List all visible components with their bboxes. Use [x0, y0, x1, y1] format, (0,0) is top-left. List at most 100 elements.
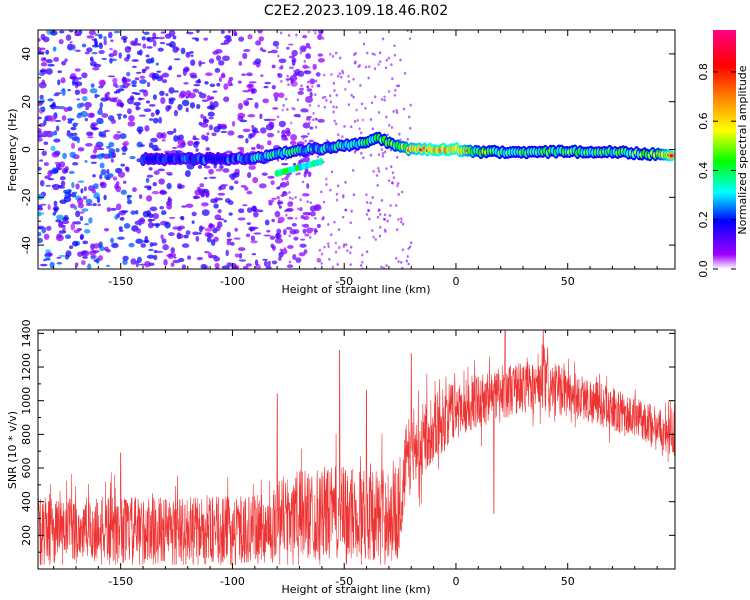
- noise-point: [200, 263, 208, 269]
- noise-point: [181, 243, 190, 248]
- noise-point: [138, 217, 146, 225]
- noise-point: [176, 183, 182, 190]
- noise-point: [300, 135, 309, 138]
- noise-point: [376, 215, 380, 219]
- noise-point: [330, 73, 333, 76]
- noise-point: [279, 248, 283, 252]
- noise-point: [74, 30, 80, 36]
- noise-point: [293, 69, 296, 73]
- noise-point: [73, 205, 78, 211]
- noise-point: [81, 250, 90, 257]
- noise-point: [146, 81, 151, 88]
- noise-point: [70, 223, 76, 231]
- noise-point: [67, 120, 73, 124]
- noise-point: [250, 235, 256, 241]
- noise-point: [195, 37, 200, 42]
- noise-point: [117, 236, 125, 240]
- noise-point: [46, 258, 51, 261]
- noise-point: [260, 74, 264, 78]
- noise-point: [126, 108, 132, 115]
- noise-point: [358, 127, 361, 131]
- noise-point: [123, 78, 132, 83]
- noise-point: [152, 117, 159, 124]
- noise-point: [146, 174, 154, 178]
- noise-point: [283, 247, 287, 250]
- spectrogram-y-ticks: -40 -20 0 20 40: [20, 29, 675, 270]
- noise-point: [177, 233, 184, 239]
- noise-point: [237, 247, 246, 252]
- noise-point: [227, 130, 235, 136]
- noise-point: [395, 256, 398, 260]
- noise-point: [147, 222, 154, 229]
- noise-point: [242, 204, 248, 207]
- noise-point: [322, 36, 325, 40]
- noise-point: [286, 74, 289, 78]
- noise-point: [383, 98, 386, 102]
- noise-point: [288, 234, 291, 238]
- noise-point: [67, 118, 75, 121]
- noise-point: [210, 239, 216, 246]
- y-tick-label: 20: [20, 95, 33, 109]
- noise-point: [131, 59, 139, 62]
- noise-point: [296, 207, 300, 211]
- x-tick-label: 0: [452, 275, 459, 288]
- noise-point: [136, 256, 142, 263]
- noise-point: [159, 74, 164, 80]
- noise-point: [124, 45, 132, 53]
- y-tick-label: 600: [20, 458, 33, 479]
- noise-point: [276, 196, 280, 200]
- noise-point: [371, 52, 374, 56]
- noise-point: [231, 120, 236, 127]
- noise-point: [112, 77, 118, 84]
- noise-point: [408, 37, 412, 41]
- noise-point: [278, 205, 282, 209]
- noise-point: [382, 217, 386, 221]
- noise-point: [238, 36, 245, 42]
- noise-point: [108, 97, 116, 102]
- noise-point: [362, 42, 366, 46]
- noise-point: [372, 235, 375, 239]
- noise-point: [364, 65, 368, 69]
- noise-point: [123, 140, 130, 147]
- noise-point: [187, 255, 192, 260]
- noise-point: [341, 215, 345, 219]
- noise-point: [168, 87, 175, 94]
- noise-point: [67, 89, 71, 92]
- noise-point: [360, 263, 363, 267]
- noise-point: [271, 84, 276, 90]
- noise-point: [331, 54, 335, 58]
- noise-point: [384, 66, 388, 70]
- y-tick-label: 0: [20, 146, 33, 153]
- noise-point: [380, 97, 384, 101]
- noise-point: [349, 221, 352, 225]
- noise-point: [312, 111, 315, 115]
- noise-point: [345, 243, 348, 247]
- noise-point: [280, 79, 283, 83]
- noise-point: [81, 208, 89, 212]
- noise-point: [146, 37, 151, 41]
- noise-point: [388, 123, 391, 127]
- noise-point: [173, 109, 179, 117]
- y-tick-label: 1000: [20, 387, 33, 415]
- noise-point: [277, 216, 285, 223]
- noise-point: [321, 96, 325, 100]
- noise-point: [329, 188, 332, 192]
- noise-point: [263, 234, 272, 237]
- noise-point: [217, 192, 226, 196]
- noise-point: [122, 114, 128, 119]
- noise-point: [191, 211, 197, 217]
- noise-point: [277, 73, 283, 79]
- noise-point: [329, 100, 333, 104]
- noise-point: [395, 109, 398, 112]
- noise-point: [230, 177, 235, 181]
- noise-point: [145, 100, 150, 104]
- noise-point: [135, 210, 139, 215]
- noise-point: [304, 139, 307, 143]
- noise-point: [81, 43, 87, 48]
- noise-point: [92, 127, 99, 130]
- colorbar-tick-label: 0.4: [697, 162, 710, 180]
- noise-point: [391, 77, 394, 81]
- noise-point: [373, 53, 376, 56]
- noise-point: [129, 155, 136, 160]
